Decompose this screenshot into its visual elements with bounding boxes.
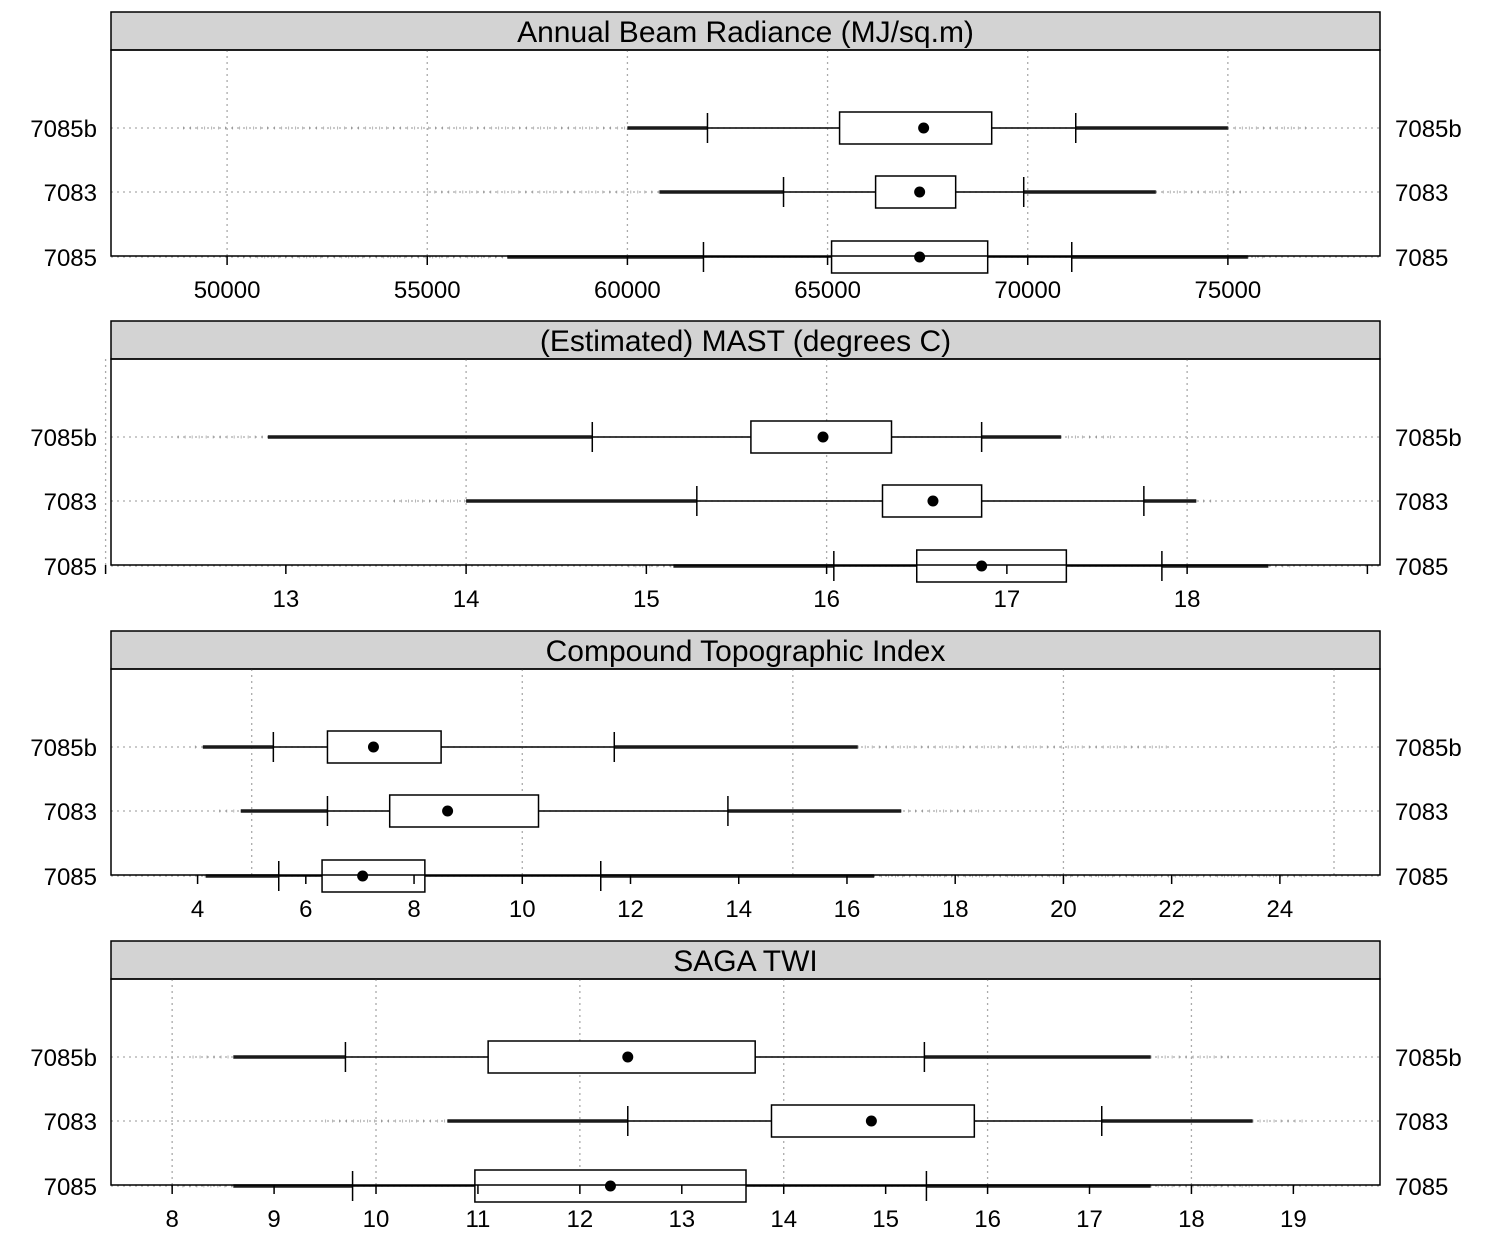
x-tick-label: 8 xyxy=(165,1206,178,1233)
x-tick-label: 12 xyxy=(567,1206,594,1233)
x-tick-label: 17 xyxy=(1076,1206,1103,1233)
x-tick-label: 70000 xyxy=(994,277,1061,304)
median-dot xyxy=(865,1115,877,1127)
median-dot xyxy=(918,122,930,134)
x-tick-label: 20 xyxy=(1050,896,1077,923)
x-tick-label: 65000 xyxy=(794,277,861,304)
category-label-right: 7085 xyxy=(1395,864,1448,891)
x-tick-label: 15 xyxy=(633,586,660,613)
x-tick-label: 50000 xyxy=(194,277,261,304)
panel-1: Annual Beam Radiance (MJ/sq.m) 7085b 7085b… xyxy=(30,11,1462,304)
median-dot xyxy=(914,251,926,263)
box-iqr xyxy=(915,549,1068,583)
x-tick-label: 15 xyxy=(872,1206,899,1233)
x-tick-label: 18 xyxy=(1174,586,1201,613)
x-tick-label: 16 xyxy=(834,896,861,923)
category-label-left: 7085b xyxy=(30,735,97,762)
x-tick-label: 10 xyxy=(509,896,536,923)
box-iqr xyxy=(770,1104,976,1138)
x-tick-label: 10 xyxy=(363,1206,390,1233)
category-label-left: 7085 xyxy=(44,864,97,891)
plot-frame xyxy=(110,358,1381,566)
category-label-right: 7083 xyxy=(1395,799,1448,826)
category-label-left: 7085 xyxy=(44,245,97,272)
strip-title: Annual Beam Radiance (MJ/sq.m) xyxy=(517,16,974,49)
category-label-right: 7083 xyxy=(1395,1109,1448,1136)
strip-background xyxy=(110,940,1381,980)
strip-background xyxy=(110,11,1381,51)
category-label-right: 7085 xyxy=(1395,554,1448,581)
x-tick-label: 60000 xyxy=(594,277,661,304)
median-dot xyxy=(604,1180,616,1192)
x-tick-label: 19 xyxy=(1280,1206,1307,1233)
category-label-left: 7083 xyxy=(44,180,97,207)
x-tick-label: 13 xyxy=(668,1206,695,1233)
strip-title: Compound Topographic Index xyxy=(546,635,946,668)
strip-title: (Estimated) MAST (degrees C) xyxy=(540,325,951,358)
plot-frame xyxy=(110,978,1381,1186)
x-tick-label: 18 xyxy=(1178,1206,1205,1233)
panel-3: Compound Topographic Index 7085b 7085b 7083… xyxy=(30,630,1462,923)
category-label-right: 7085 xyxy=(1395,1174,1448,1201)
box-iqr xyxy=(487,1040,756,1074)
median-dot xyxy=(367,741,379,753)
x-tick-label: 14 xyxy=(453,586,480,613)
category-label-left: 7085 xyxy=(44,554,97,581)
x-tick-label: 4 xyxy=(191,896,204,923)
x-tick-label: 55000 xyxy=(394,277,461,304)
x-tick-label: 6 xyxy=(299,896,312,923)
panel-4: SAGA TWI 7085b 7085b 7083 7083 7085 7085 8 9 10 11… xyxy=(30,940,1462,1233)
plot-frame xyxy=(110,49,1381,257)
median-dot xyxy=(442,805,454,817)
x-tick-label: 17 xyxy=(994,586,1021,613)
x-tick-label: 9 xyxy=(267,1206,280,1233)
median-dot xyxy=(927,495,939,507)
plot-frame xyxy=(110,668,1381,876)
category-label-left: 7085b xyxy=(30,1045,97,1072)
x-tick-label: 11 xyxy=(465,1206,490,1233)
x-tick-label: 24 xyxy=(1267,896,1294,923)
median-dot xyxy=(357,870,369,882)
strip-title: SAGA TWI xyxy=(673,945,817,978)
x-tick-label: 16 xyxy=(813,586,840,613)
median-dot xyxy=(817,431,829,443)
x-tick-label: 14 xyxy=(770,1206,797,1233)
box-iqr xyxy=(838,111,993,145)
box-iqr xyxy=(830,240,989,274)
category-label-left: 7083 xyxy=(44,1109,97,1136)
x-tick-label: 16 xyxy=(974,1206,1001,1233)
category-label-right: 7085 xyxy=(1395,245,1448,272)
box-iqr xyxy=(326,730,442,764)
category-label-left: 7083 xyxy=(44,799,97,826)
category-label-right: 7085b xyxy=(1395,1045,1462,1072)
x-tick-label: 18 xyxy=(942,896,969,923)
x-tick-label: 14 xyxy=(725,896,752,923)
x-tick-label: 75000 xyxy=(1195,277,1262,304)
x-tick-label: 8 xyxy=(407,896,420,923)
category-label-right: 7083 xyxy=(1395,180,1448,207)
median-dot xyxy=(914,186,926,198)
box-iqr xyxy=(321,859,426,893)
x-tick-label: 12 xyxy=(617,896,644,923)
box-iqr xyxy=(388,794,540,828)
category-label-left: 7085b xyxy=(30,425,97,452)
x-tick-label: 13 xyxy=(272,586,299,613)
median-dot xyxy=(976,560,988,572)
category-label-right: 7085b xyxy=(1395,116,1462,143)
median-dot xyxy=(622,1051,634,1063)
strip-background xyxy=(110,320,1381,360)
category-label-right: 7085b xyxy=(1395,735,1462,762)
category-label-left: 7085b xyxy=(30,116,97,143)
category-label-left: 7083 xyxy=(44,489,97,516)
strip-background xyxy=(110,630,1381,670)
x-tick-label: 22 xyxy=(1158,896,1185,923)
category-label-right: 7083 xyxy=(1395,489,1448,516)
category-label-left: 7085 xyxy=(44,1174,97,1201)
panel-2: (Estimated) MAST (degrees C) 7085b 7085b 70… xyxy=(30,320,1462,613)
category-label-right: 7085b xyxy=(1395,425,1462,452)
